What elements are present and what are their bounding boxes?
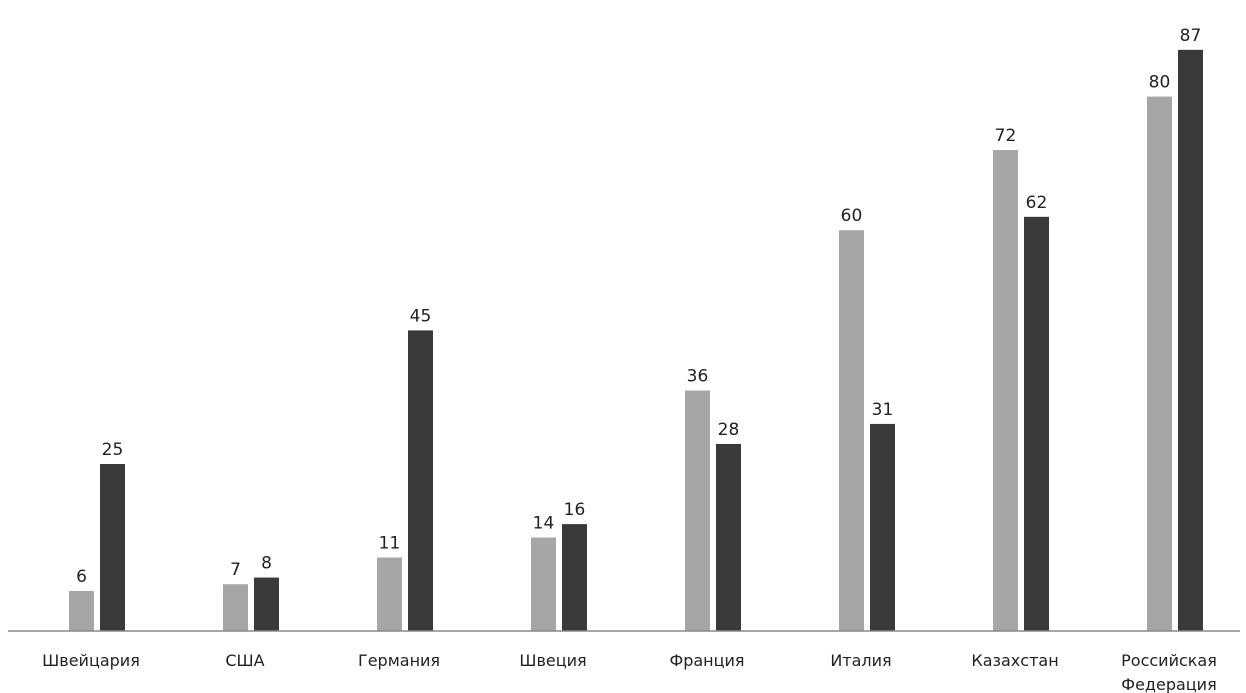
bar-series-2-cat-4 [562, 524, 587, 631]
data-label-series-1-cat-4: 14 [533, 513, 555, 533]
bar-series-2-cat-6 [870, 423, 895, 631]
category-label-3: Германия [358, 651, 440, 670]
data-label-series-1-cat-8: 80 [1149, 73, 1171, 93]
category-label-line: Италия [830, 651, 891, 670]
category-label-8: Российская Федерация [1121, 651, 1217, 693]
data-label-series-1-cat-5: 36 [687, 367, 709, 387]
category-label-5: Франция [669, 651, 744, 670]
data-label-series-2-cat-5: 28 [718, 420, 740, 440]
category-label-line: Франция [669, 651, 744, 670]
data-label-series-2-cat-6: 31 [872, 400, 894, 420]
category-label-4: Швеция [519, 651, 586, 670]
data-label-series-1-cat-1: 6 [76, 567, 87, 587]
data-label-series-1-cat-7: 72 [995, 126, 1017, 146]
bar-series-2-cat-3 [408, 330, 433, 631]
bar-series-1-cat-6 [839, 230, 864, 631]
category-label-line: Германия [358, 651, 440, 670]
data-label-series-2-cat-2: 8 [261, 554, 272, 574]
category-label-line: США [225, 651, 264, 670]
category-label-line: Казахстан [971, 651, 1058, 670]
bar-series-1-cat-7 [993, 150, 1018, 632]
category-label-line: Федерация [1121, 675, 1216, 693]
category-label-line: Российская [1121, 651, 1217, 670]
bar-series-2-cat-1 [100, 464, 125, 631]
data-label-series-2-cat-8: 87 [1180, 26, 1202, 46]
bar-series-1-cat-4 [531, 537, 556, 631]
category-label-1: Швейцария [42, 651, 140, 670]
category-label-2: США [225, 651, 264, 670]
bars-group [69, 49, 1203, 632]
category-label-7: Казахстан [971, 651, 1058, 670]
bar-series-2-cat-8 [1178, 49, 1203, 631]
data-label-series-2-cat-4: 16 [564, 500, 586, 520]
value-labels-group: 6 25 7 8 11 45 14 16 36 28 60 31 72 62 80 87 [76, 26, 1201, 587]
bar-series-1-cat-1 [69, 590, 94, 631]
bar-series-2-cat-7 [1024, 216, 1049, 631]
bar-series-1-cat-5 [685, 390, 710, 631]
data-label-series-2-cat-3: 45 [410, 306, 432, 326]
bar-series-1-cat-2 [223, 584, 248, 631]
data-label-series-1-cat-2: 7 [230, 560, 241, 580]
category-label-line: Швейцария [42, 651, 140, 670]
data-label-series-1-cat-3: 11 [379, 534, 401, 554]
bar-series-1-cat-3 [377, 557, 402, 631]
data-label-series-1-cat-6: 60 [841, 206, 863, 226]
category-label-6: Италия [830, 651, 891, 670]
bar-series-2-cat-2 [254, 577, 279, 631]
category-label-line: Швеция [519, 651, 586, 670]
bar-series-2-cat-5 [716, 443, 741, 631]
data-label-series-2-cat-7: 62 [1026, 193, 1048, 213]
bar-series-1-cat-8 [1147, 96, 1172, 632]
category-labels-group: Швейцария США Германия Швеция Франция Италия К… [42, 651, 1217, 693]
data-label-series-2-cat-1: 25 [102, 440, 124, 460]
